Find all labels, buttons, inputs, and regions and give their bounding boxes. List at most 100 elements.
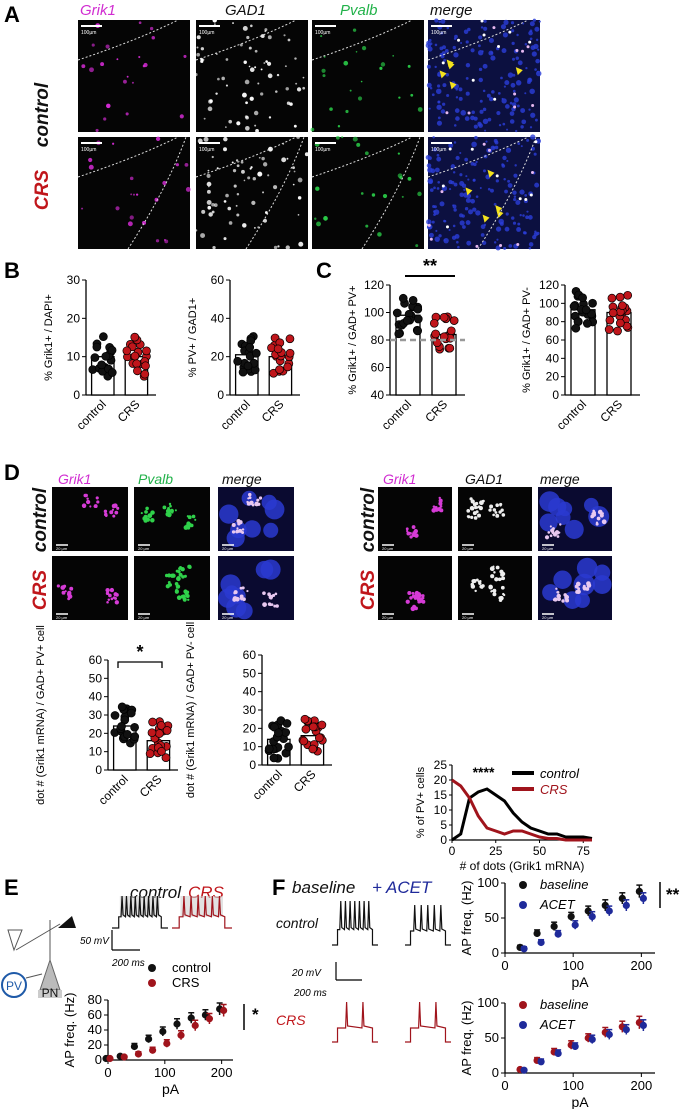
data-point-crs <box>140 369 150 379</box>
dapi-nucleus <box>512 73 516 77</box>
dapi-nucleus <box>426 163 432 168</box>
cell-signal <box>407 176 412 181</box>
cell-signal <box>262 191 265 194</box>
micrograph-bg <box>78 137 190 249</box>
y-axis-label: dot # (Grik1 mRNA) / GAD+ PV- cell <box>185 622 197 798</box>
cell-signal <box>255 128 259 133</box>
dapi-nucleus <box>529 126 533 129</box>
mrna-dot <box>86 497 89 500</box>
mrna-dot <box>269 603 272 607</box>
cell-signal <box>211 210 215 214</box>
cell-signal <box>352 28 357 32</box>
f-row-control: control <box>276 915 319 931</box>
d-left-micrograph-1-2: 20 µm <box>218 556 294 620</box>
dapi-nucleus <box>455 116 460 121</box>
micrograph-bg <box>134 556 210 620</box>
y-tick-label: 30 <box>243 703 257 717</box>
region-boundary <box>195 136 297 178</box>
cell-signal <box>249 96 254 101</box>
data-point-baseline <box>584 907 592 915</box>
y-tick-label: 60 <box>88 1007 102 1022</box>
x-tick-label: 100 <box>154 1065 176 1080</box>
mrna-dot <box>67 597 71 601</box>
cell-signal <box>260 92 264 96</box>
dapi-nucleus <box>218 588 238 608</box>
dapi-nucleus <box>499 221 504 226</box>
data-point-control <box>281 728 291 737</box>
cell-signal <box>379 66 383 70</box>
scalebar-label: 20 µm <box>462 615 474 620</box>
cell-signal <box>296 135 300 139</box>
dapi-nucleus <box>453 52 459 58</box>
mrna-dot <box>488 508 492 512</box>
cell-signal <box>320 35 323 38</box>
cell-signal <box>228 221 233 225</box>
mrna-dot <box>167 583 170 586</box>
mrna-dot <box>162 505 167 510</box>
region-boundary <box>127 136 187 250</box>
scalebar-label: 20 µm <box>462 546 474 551</box>
y-tick-label: 80 <box>546 315 560 329</box>
arrowhead-icon <box>447 61 455 70</box>
dapi-nucleus <box>454 34 458 39</box>
mrna-dot <box>150 510 155 515</box>
dapi-nucleus <box>475 160 478 164</box>
dapi-nucleus <box>466 240 472 246</box>
dapi-nucleus <box>460 41 463 45</box>
mrna-dot <box>95 496 99 500</box>
data-point-control <box>99 332 108 341</box>
mrna-dot <box>105 514 108 517</box>
cell-signal <box>213 203 218 208</box>
cell-signal <box>297 196 302 200</box>
y-tick-label: 0 <box>73 388 80 402</box>
mrna-dot <box>495 565 500 570</box>
f-legend-label-baseline: baseline <box>540 997 588 1012</box>
dapi-nucleus <box>467 178 470 181</box>
y-tick-label: 20 <box>434 773 448 787</box>
mrna-dot <box>405 527 409 531</box>
data-point-crs <box>191 1021 199 1030</box>
mrna-dot <box>473 502 477 507</box>
mrna-dot <box>167 581 171 584</box>
data-point-control <box>110 711 120 720</box>
cell-signal <box>155 239 160 243</box>
mrna-dot <box>438 498 443 503</box>
cell-signal <box>247 176 251 180</box>
y-tick-label: 0 <box>95 1052 102 1067</box>
cell-signal <box>265 60 268 63</box>
dapi-nucleus <box>511 102 517 107</box>
merge-signal <box>495 174 499 178</box>
dapi-nucleus <box>507 179 511 183</box>
d-left-micrograph-1-1: 20 µm <box>134 556 210 620</box>
mrna-dot <box>405 599 410 604</box>
dapi-nucleus <box>528 108 531 111</box>
dapi-nucleus <box>503 85 506 88</box>
cell-signal <box>260 68 263 71</box>
dapi-nucleus <box>531 146 535 151</box>
a-col-gad1: GAD1 <box>225 2 266 19</box>
merge-signal <box>528 40 532 44</box>
mrna-dot <box>242 597 246 602</box>
cell-signal <box>296 87 302 92</box>
dapi-nucleus <box>442 45 446 50</box>
dapi-nucleus <box>459 173 463 177</box>
mrna-dot <box>89 505 92 508</box>
d-right-row-control: control <box>358 487 379 552</box>
cell-signal <box>254 124 257 127</box>
data-point-control <box>130 722 139 732</box>
d-right-micrograph-0-1: 20 µm <box>458 487 532 551</box>
cell-signal <box>276 73 280 77</box>
mrna-dot <box>414 606 418 611</box>
cell-signal <box>154 197 159 202</box>
dapi-nucleus <box>473 162 477 167</box>
arrowhead-icon <box>465 187 473 196</box>
panel-letter-d: D <box>4 460 20 485</box>
dapi-nucleus <box>506 128 509 131</box>
d-left-col-pvalb: Pvalb <box>138 471 173 487</box>
panel-letter-c: C <box>316 258 332 283</box>
y-tick-label: 50 <box>243 666 257 680</box>
d-right-col-grik1: Grik1 <box>383 471 416 487</box>
mrna-dot <box>191 514 196 519</box>
merge-signal <box>470 147 474 151</box>
